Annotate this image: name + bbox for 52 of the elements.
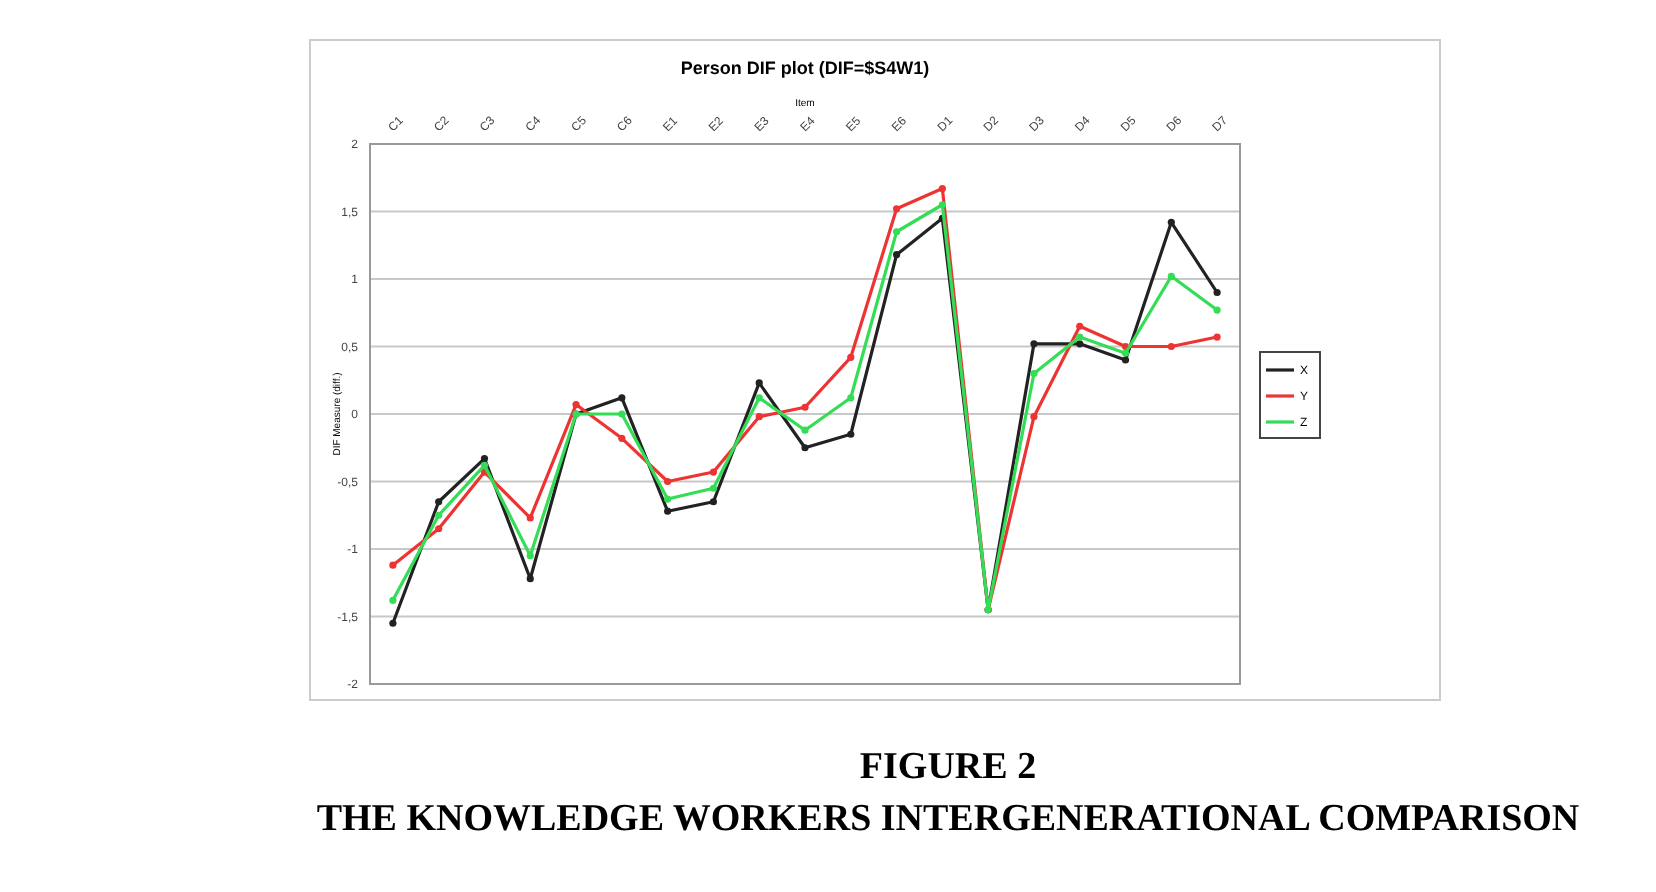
point	[435, 498, 443, 506]
point	[847, 353, 855, 361]
point	[1030, 340, 1038, 348]
point	[435, 525, 443, 533]
point	[755, 394, 763, 402]
point	[755, 379, 763, 387]
point	[1167, 342, 1175, 351]
point	[389, 596, 397, 604]
point	[389, 619, 397, 627]
point	[847, 430, 855, 438]
chart-title: Person DIF plot (DIF=$S4W1)	[680, 58, 930, 78]
point	[664, 477, 672, 486]
point	[801, 426, 809, 434]
point	[526, 514, 534, 522]
point	[892, 251, 901, 259]
point	[618, 410, 626, 418]
point	[435, 511, 443, 519]
point	[480, 454, 489, 463]
point	[709, 468, 718, 476]
point	[1076, 340, 1084, 348]
point	[526, 552, 534, 560]
point	[709, 484, 718, 492]
point	[709, 498, 718, 506]
point	[1030, 413, 1038, 421]
point	[892, 205, 901, 213]
point	[1167, 218, 1175, 226]
point	[847, 394, 855, 402]
text: THE KNOWLEDGE WORKERS INTERGENERATIONAL COMPARISON	[316, 798, 1580, 840]
point	[801, 444, 809, 452]
point	[480, 461, 489, 469]
point	[938, 201, 946, 209]
point	[1076, 333, 1084, 341]
point	[526, 575, 534, 583]
point	[1213, 306, 1221, 314]
point	[892, 228, 901, 236]
point	[755, 413, 763, 421]
point	[938, 184, 946, 193]
point	[389, 561, 397, 569]
point	[1213, 288, 1221, 297]
point	[1167, 272, 1175, 280]
point	[1076, 322, 1084, 330]
point	[1030, 369, 1038, 378]
caption: FIGURE 2	[859, 746, 1037, 788]
point	[618, 394, 626, 402]
point	[572, 400, 580, 409]
point	[664, 495, 672, 503]
point	[801, 403, 809, 411]
point	[618, 434, 626, 442]
point	[1121, 356, 1130, 364]
point	[664, 507, 672, 515]
point	[1121, 349, 1130, 357]
point	[1213, 333, 1221, 341]
